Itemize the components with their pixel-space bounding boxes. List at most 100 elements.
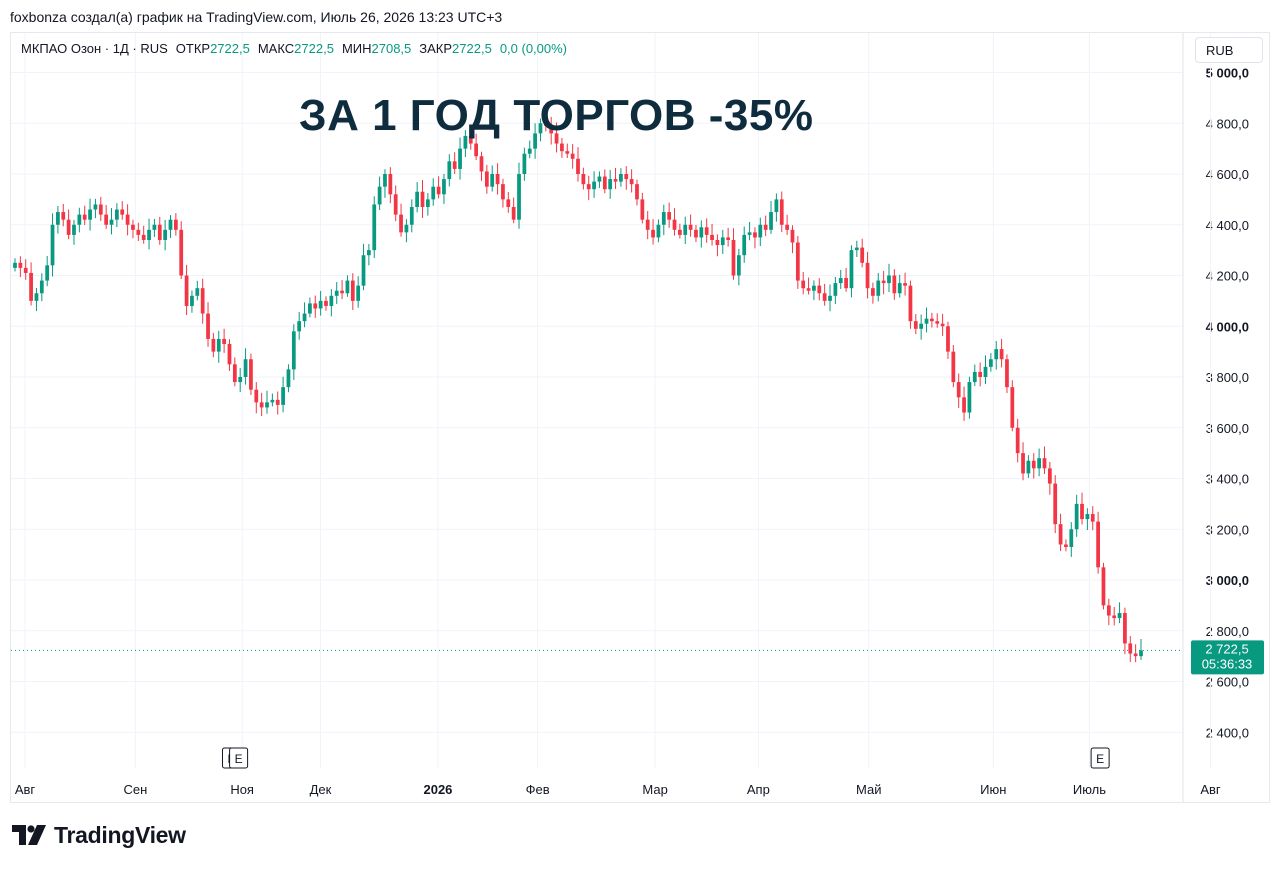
candle-body — [972, 371, 977, 383]
candle-body — [854, 247, 859, 251]
x-tick-label: Авг — [15, 782, 36, 797]
candle-body — [715, 239, 720, 246]
chart-author-caption: foxbonza создал(а) график на TradingView… — [10, 9, 503, 25]
candle-body — [415, 191, 420, 207]
candle-body — [479, 156, 484, 172]
candle-body — [1005, 359, 1009, 388]
x-tick-label: Май — [856, 782, 881, 797]
candle-body — [860, 247, 865, 263]
candle-body — [554, 133, 559, 144]
candle-body — [313, 303, 318, 309]
candle-body — [699, 227, 704, 238]
candle-body — [1037, 458, 1042, 469]
chart-panel[interactable]: 2 400,0 2 600,0 2 800,0 3 000,0 3 200,0 3 400… — [10, 32, 1270, 803]
candle-body — [908, 285, 913, 322]
candle-body — [865, 262, 870, 289]
candle-body — [720, 237, 725, 246]
candle-body — [817, 285, 822, 294]
candle-body — [1139, 650, 1143, 657]
candle-body — [243, 359, 248, 377]
candle-body — [533, 133, 537, 149]
candle-body — [190, 295, 194, 306]
candle-body — [576, 158, 580, 174]
candle-body — [517, 174, 521, 220]
candle-body — [184, 275, 189, 306]
candle-body — [978, 371, 983, 377]
candle-body — [913, 321, 918, 329]
candle-body — [1053, 483, 1058, 525]
candle-body — [45, 265, 50, 281]
candle-body — [227, 344, 232, 365]
candle-countdown-label: 05:36:33 — [1202, 656, 1253, 671]
chart-annotation-text: ЗА 1 ГОД ТОРГОВ -35% — [299, 91, 814, 140]
candle-body — [683, 224, 688, 235]
y-tick-label: 3 200,0 — [1206, 522, 1249, 537]
candle-body — [1042, 458, 1047, 469]
currency-button[interactable]: RUB — [1195, 37, 1263, 63]
candle-body — [297, 321, 302, 332]
candle-body — [919, 323, 924, 329]
y-tick-label: 3 400,0 — [1206, 472, 1249, 487]
candle-body — [1031, 460, 1036, 469]
x-tick-label: Июн — [980, 782, 1006, 797]
candle-body — [506, 199, 511, 207]
candlestick-chart[interactable]: 2 400,0 2 600,0 2 800,0 3 000,0 3 200,0 3 400… — [11, 33, 1269, 802]
close-value: 2722,5 — [452, 41, 492, 56]
candle-body — [1090, 514, 1095, 522]
candle-body — [635, 184, 639, 200]
earnings-marker-label: E — [1096, 752, 1104, 766]
candle-body — [1085, 514, 1090, 520]
candle-body — [619, 174, 623, 182]
candle-body — [795, 242, 800, 281]
candle-body — [98, 204, 103, 215]
candle-body — [195, 288, 200, 296]
candle-body — [420, 191, 425, 207]
candle-body — [822, 293, 827, 301]
candle-body — [436, 186, 441, 195]
candle-body — [1026, 460, 1031, 474]
x-tick-label: Авг — [1200, 782, 1221, 797]
candle-body — [565, 151, 570, 154]
candle-body — [1074, 503, 1079, 530]
symbol-label[interactable]: МКПАО Озон · 1Д · RUS — [21, 41, 168, 56]
candle-body — [1047, 468, 1052, 484]
y-tick-label: 4 000,0 — [1206, 319, 1249, 334]
x-tick-label: Дек — [310, 782, 332, 797]
candle-body — [125, 214, 130, 225]
x-tick-label: Фев — [526, 782, 550, 797]
candle-body — [1133, 653, 1138, 657]
candle-body — [661, 212, 666, 225]
candle-body — [694, 229, 698, 238]
candle-body — [597, 176, 602, 182]
candle-body — [93, 204, 98, 210]
candle-body — [511, 206, 516, 220]
tradingview-logo[interactable]: TradingView — [12, 822, 186, 849]
candle-body — [844, 278, 848, 289]
candle-body — [538, 123, 543, 134]
candle-body — [34, 293, 39, 301]
candle-body — [549, 125, 554, 134]
candle-body — [1058, 524, 1063, 545]
candle-body — [924, 318, 929, 324]
candle-body — [265, 402, 269, 408]
candle-body — [726, 237, 731, 240]
candle-body — [23, 267, 28, 273]
candle-body — [586, 184, 591, 190]
open-value: 2722,5 — [210, 41, 250, 56]
earnings-marker — [1090, 747, 1110, 769]
candle-body — [731, 239, 736, 276]
x-tick-label: Мар — [642, 782, 667, 797]
candle-body — [275, 399, 280, 405]
candle-body — [774, 199, 779, 213]
last-price-badge — [1191, 640, 1264, 675]
y-tick-label: 2 600,0 — [1206, 675, 1249, 690]
candle-body — [136, 229, 141, 235]
candle-body — [1080, 503, 1084, 520]
candle-body — [72, 224, 76, 235]
candle-body — [1101, 567, 1106, 606]
candle-body — [29, 272, 33, 301]
candle-body — [871, 288, 875, 296]
open-label: ОТКР — [175, 41, 211, 56]
candle-body — [560, 143, 564, 152]
candle-body — [828, 295, 832, 301]
